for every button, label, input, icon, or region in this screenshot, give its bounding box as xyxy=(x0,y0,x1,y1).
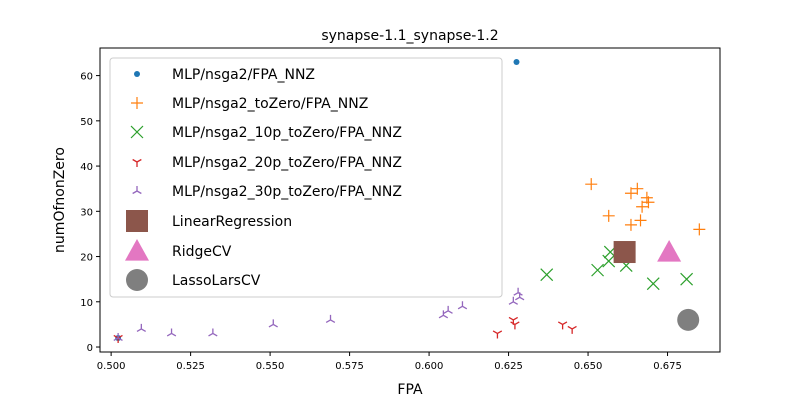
y-tick-label: 40 xyxy=(80,162,93,173)
data-point xyxy=(677,308,700,331)
x-tick-label: 0.525 xyxy=(176,361,205,372)
y-axis: 0 10 20 30 40 50 60 xyxy=(80,72,100,354)
data-point xyxy=(636,200,649,213)
data-point xyxy=(642,196,655,209)
y-tick-label: 50 xyxy=(80,117,93,128)
data-point xyxy=(325,314,336,323)
legend-label: MLP/nsga2_30p_toZero/FPA_NNZ xyxy=(172,184,402,200)
legend-marker xyxy=(130,125,144,139)
legend-label: LinearRegression xyxy=(172,214,292,230)
series-2 xyxy=(540,245,694,291)
data-point xyxy=(513,59,520,66)
x-tick-label: 0.575 xyxy=(335,361,364,372)
data-point xyxy=(634,214,647,227)
series-7 xyxy=(677,308,700,331)
data-point xyxy=(510,321,520,330)
x-tick-label: 0.600 xyxy=(415,361,444,372)
data-point xyxy=(591,263,605,277)
legend-marker xyxy=(126,210,148,232)
series-3 xyxy=(113,316,577,343)
data-point xyxy=(113,334,123,343)
legend-item: LassoLarsCV xyxy=(126,269,261,291)
legend-marker xyxy=(134,71,140,77)
data-point xyxy=(646,277,660,291)
data-point xyxy=(438,310,449,319)
data-point xyxy=(624,218,637,231)
data-point xyxy=(492,330,503,339)
data-point xyxy=(540,268,554,282)
legend-marker xyxy=(132,186,142,195)
x-tick-label: 0.550 xyxy=(256,361,285,372)
data-point xyxy=(613,241,636,264)
data-point xyxy=(443,305,453,314)
legend-item: RidgeCV xyxy=(125,239,232,261)
data-point xyxy=(208,328,218,337)
data-point xyxy=(602,209,615,222)
x-tick-label: 0.675 xyxy=(653,361,682,372)
data-point xyxy=(693,223,706,236)
data-point xyxy=(585,178,598,191)
data-point xyxy=(136,323,147,332)
legend-label: MLP/nsga2/FPA_NNZ xyxy=(172,67,315,83)
legend-item: MLP/nsga2_toZero/FPA_NNZ xyxy=(131,96,368,112)
legend-marker xyxy=(132,158,142,167)
data-point xyxy=(166,328,177,337)
legend-marker xyxy=(126,269,148,291)
legend-marker xyxy=(125,239,149,261)
legend-box xyxy=(109,57,503,298)
series-1 xyxy=(585,178,706,236)
y-tick-label: 60 xyxy=(80,72,93,83)
data-point xyxy=(557,321,568,330)
y-axis-label: numOfnonZero xyxy=(52,147,68,253)
legend-item: MLP/nsga2_30p_toZero/FPA_NNZ xyxy=(132,184,402,200)
y-tick-label: 0 xyxy=(87,343,93,354)
legend-label: MLP/nsga2_20p_toZero/FPA_NNZ xyxy=(172,155,402,171)
data-point xyxy=(113,332,123,342)
plot-marks xyxy=(113,59,706,343)
data-point xyxy=(457,301,468,310)
y-tick-label: 10 xyxy=(80,298,93,309)
y-tick-label: 20 xyxy=(80,253,93,264)
x-axis-label: FPA xyxy=(397,382,423,398)
x-tick-label: 0.625 xyxy=(494,361,523,372)
y-tick-label: 30 xyxy=(80,207,93,218)
data-point xyxy=(631,182,644,195)
data-point xyxy=(680,272,694,286)
x-axis: 0.500 0.525 0.550 0.575 0.600 0.625 0.650 0.675 xyxy=(97,352,682,372)
data-point xyxy=(624,187,637,200)
legend-label: LassoLarsCV xyxy=(172,273,261,289)
legend-label: RidgeCV xyxy=(172,244,232,260)
legend-item: MLP/nsga2_20p_toZero/FPA_NNZ xyxy=(132,155,402,171)
legend-marker xyxy=(131,97,143,109)
data-point xyxy=(268,319,278,328)
legend-label: MLP/nsga2_10p_toZero/FPA_NNZ xyxy=(172,125,402,141)
data-point xyxy=(657,240,682,262)
legend-item: MLP/nsga2/FPA_NNZ xyxy=(134,67,315,83)
legend: MLP/nsga2/FPA_NNZ MLP/nsga2_toZero/FPA_NN… xyxy=(109,57,503,298)
data-point xyxy=(508,296,519,305)
chart-title: synapse-1.1_synapse-1.2 xyxy=(321,28,498,44)
legend-item: MLP/nsga2_10p_toZero/FPA_NNZ xyxy=(130,125,402,141)
series-4 xyxy=(113,287,525,342)
x-tick-label: 0.650 xyxy=(574,361,603,372)
series-6 xyxy=(657,240,682,262)
legend-label: MLP/nsga2_toZero/FPA_NNZ xyxy=(172,96,368,112)
x-tick-label: 0.500 xyxy=(97,361,126,372)
plot-frame xyxy=(99,47,721,353)
data-point xyxy=(567,325,577,334)
series-5 xyxy=(613,241,636,264)
data-point xyxy=(513,287,523,296)
legend-item: LinearRegression xyxy=(126,210,292,232)
